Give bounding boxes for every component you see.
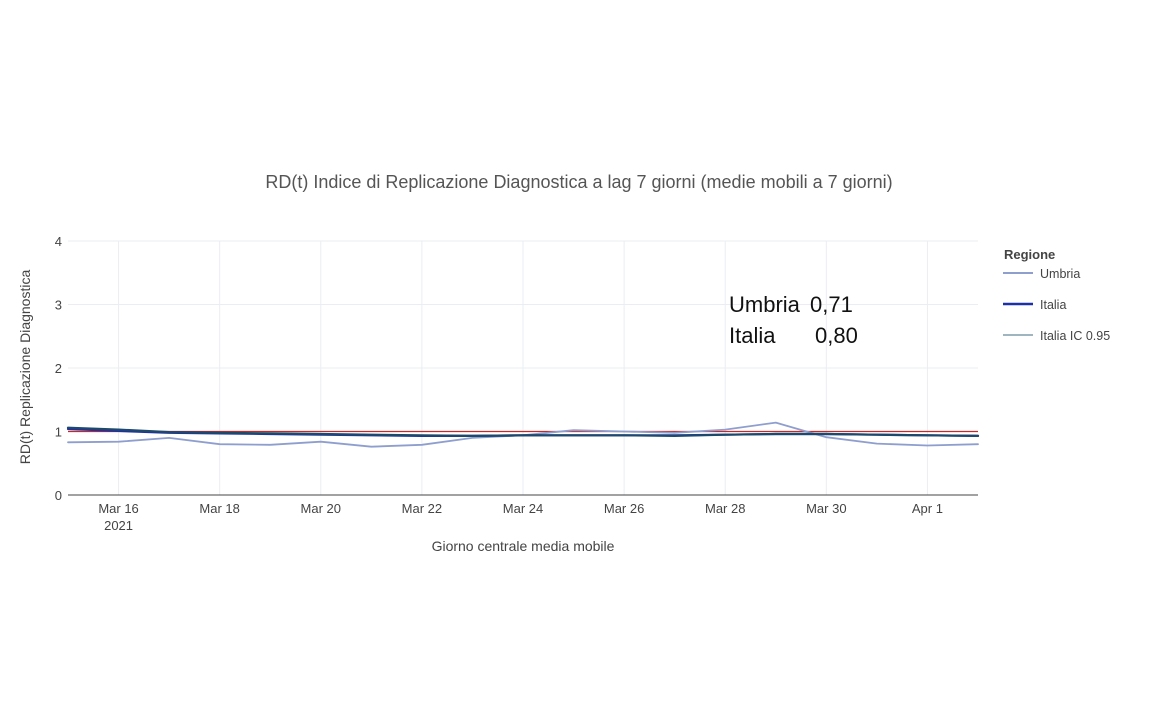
legend-item-italia[interactable]: Italia bbox=[1003, 298, 1066, 312]
legend-item-italia-ic[interactable]: Italia IC 0.95 bbox=[1003, 329, 1110, 343]
x-tick-sublabel: 2021 bbox=[104, 518, 133, 533]
y-tick-label: 2 bbox=[55, 361, 62, 376]
x-tick-label: Mar 18 bbox=[199, 501, 239, 516]
x-tick-label: Mar 16 bbox=[98, 501, 138, 516]
x-tick-label: Mar 30 bbox=[806, 501, 846, 516]
x-tick-label: Mar 20 bbox=[301, 501, 341, 516]
y-tick-label: 3 bbox=[55, 298, 62, 313]
annotation: Umbria 0,71 Italia 0,80 bbox=[729, 292, 858, 348]
x-tick-label: Mar 22 bbox=[402, 501, 442, 516]
y-tick-label: 1 bbox=[55, 425, 62, 440]
legend-label-umbria: Umbria bbox=[1040, 267, 1080, 281]
annotation-umbria-label: Umbria bbox=[729, 292, 801, 317]
grid bbox=[68, 240, 978, 495]
y-tick-labels: 0 1 2 3 4 bbox=[55, 234, 62, 503]
y-axis-title: RD(t) Replicazione Diagnostica bbox=[17, 270, 33, 465]
x-tick-label: Mar 28 bbox=[705, 501, 745, 516]
annotation-italia-label: Italia bbox=[729, 323, 776, 348]
x-tick-label: Apr 1 bbox=[912, 501, 943, 516]
annotation-umbria-value: 0,71 bbox=[810, 292, 853, 317]
x-axis-title: Giorno centrale media mobile bbox=[432, 538, 615, 554]
x-tick-label: Mar 26 bbox=[604, 501, 644, 516]
y-tick-label: 4 bbox=[55, 234, 62, 249]
legend-label-italia: Italia bbox=[1040, 298, 1066, 312]
chart-title: RD(t) Indice di Replicazione Diagnostica… bbox=[265, 172, 892, 192]
series-group bbox=[66, 421, 980, 448]
y-tick-label: 0 bbox=[55, 488, 62, 503]
x-tick-labels: Mar 16 2021 Mar 18 Mar 20 Mar 22 Mar 24 Mar 26… bbox=[98, 501, 943, 533]
legend-item-umbria[interactable]: Umbria bbox=[1003, 267, 1080, 281]
legend-label-italia-ic: Italia IC 0.95 bbox=[1040, 329, 1110, 343]
x-tick-label: Mar 24 bbox=[503, 501, 543, 516]
annotation-italia-value: 0,80 bbox=[815, 323, 858, 348]
legend: Regione Umbria Italia Italia IC 0.95 bbox=[1003, 247, 1110, 343]
series-line-italia-ic-0-95 bbox=[66, 426, 980, 437]
legend-title: Regione bbox=[1004, 247, 1055, 262]
